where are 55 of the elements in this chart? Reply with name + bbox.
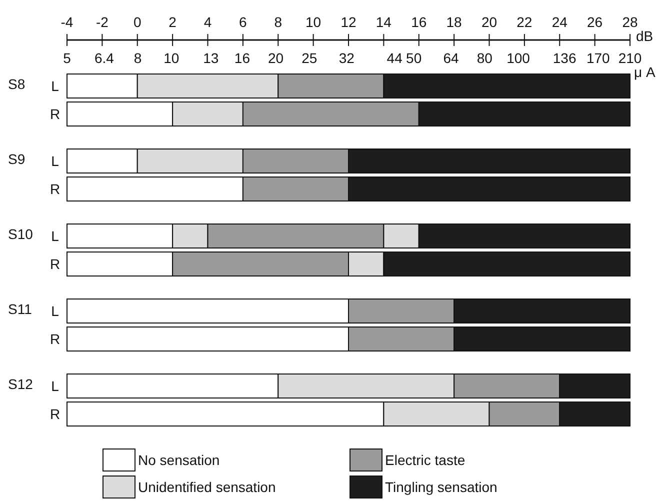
y-tick-label: R xyxy=(50,256,60,272)
y-tick-label: L xyxy=(51,228,60,244)
x-tick-label: 18 xyxy=(446,14,462,30)
x-tick-label: -4 xyxy=(60,14,74,30)
y-tick-label: L xyxy=(51,78,60,94)
x-tick-label: 16 xyxy=(411,14,427,30)
y-tick-label: L xyxy=(51,378,60,394)
x2-tick-label: 50 xyxy=(406,50,422,66)
x-tick-label: 22 xyxy=(516,14,532,30)
text: S8 xyxy=(8,76,26,92)
x2-tick-label: 44 xyxy=(386,50,403,66)
y-tick-label: R xyxy=(50,331,60,347)
y-tick-label: L xyxy=(51,153,60,169)
x-tick-label: 26 xyxy=(587,14,603,30)
x2-axis-title: μ A xyxy=(634,64,656,80)
x-tick-label: 20 xyxy=(481,14,498,30)
y-tick-label: R xyxy=(50,106,60,122)
x2-tick-label: 80 xyxy=(476,50,493,66)
x2-tick-label: 16 xyxy=(234,50,250,66)
y-tick-label: R xyxy=(50,406,60,422)
x-tick-label: 4 xyxy=(204,14,212,30)
x2-tick-label: 6.4 xyxy=(94,50,114,66)
x2-tick-label: 25 xyxy=(302,50,318,66)
x-tick-label: 0 xyxy=(133,14,142,30)
x-tick-label: -2 xyxy=(96,14,109,30)
legend-label: Tingling sensation xyxy=(385,479,498,495)
x2-tick-label: 10 xyxy=(164,50,180,66)
x-tick-label: 28 xyxy=(622,14,638,30)
x2-tick-label: 136 xyxy=(552,50,576,66)
x2-tick-label: 8 xyxy=(134,50,142,66)
x2-tick-label: 64 xyxy=(443,50,460,66)
y-tick-label: R xyxy=(50,181,60,197)
x-tick-label: 10 xyxy=(306,14,322,30)
text: S11 xyxy=(8,301,32,317)
y-tick-label: L xyxy=(51,303,60,319)
x2-tick-label: 170 xyxy=(586,50,610,66)
legend-label: No sensation xyxy=(138,452,220,468)
x2-tick-label: 100 xyxy=(506,50,530,66)
text: S9 xyxy=(8,151,26,167)
legend-label: Electric taste xyxy=(385,452,466,468)
x-tick-label: 24 xyxy=(552,14,568,30)
x-tick-label: 14 xyxy=(376,14,392,30)
x-axis-title: dB xyxy=(636,28,654,44)
x2-tick-label: 210 xyxy=(618,50,642,66)
x-tick-label: 6 xyxy=(239,14,248,30)
x2-tick-label: 20 xyxy=(268,50,284,66)
x2-tick-label: 32 xyxy=(338,50,355,66)
x-tick-label: 2 xyxy=(168,14,177,30)
text: S12 xyxy=(8,376,34,392)
x2-tick-label: 5 xyxy=(63,50,72,66)
x-tick-label: 8 xyxy=(274,14,282,30)
legend-label: Unidentified sensation xyxy=(138,479,276,495)
text: S10 xyxy=(8,226,34,242)
x-tick-label: 12 xyxy=(340,14,356,30)
x2-tick-label: 13 xyxy=(203,50,219,66)
